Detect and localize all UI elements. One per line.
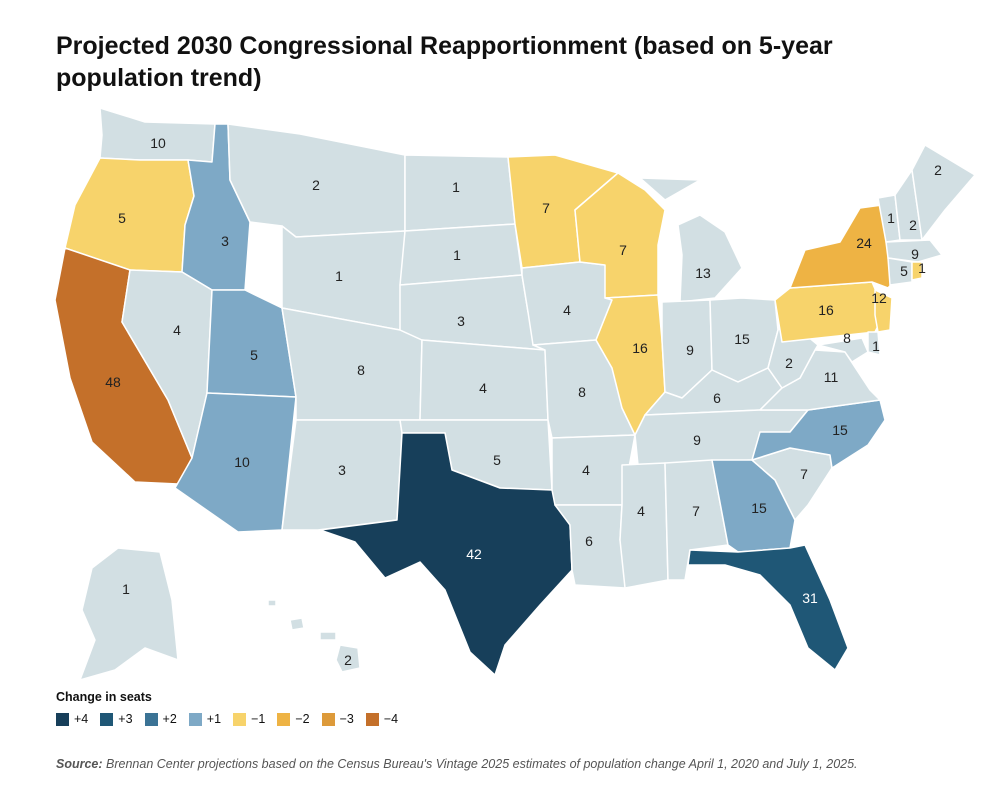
- seat-count-wv: 2: [785, 355, 793, 371]
- legend-item: −4: [365, 712, 399, 726]
- legend-label: +4: [74, 712, 89, 726]
- seat-count-ok: 5: [493, 452, 501, 468]
- legend-swatch: [100, 712, 114, 726]
- seat-count-la: 6: [585, 533, 593, 549]
- state-nc: [751, 399, 886, 469]
- state-hi: [267, 599, 361, 673]
- legend-swatch: [321, 712, 335, 726]
- seat-count-ak: 1: [122, 581, 130, 597]
- source-label: Source:: [56, 757, 103, 771]
- seat-count-ri: 1: [918, 260, 926, 276]
- page-title: Projected 2030 Congressional Reapportion…: [56, 32, 833, 92]
- state-ma: [885, 239, 943, 263]
- state-nd: [404, 154, 516, 232]
- seat-count-ny: 24: [856, 235, 872, 251]
- seat-count-wi: 7: [619, 242, 627, 258]
- seat-count-ks: 4: [479, 380, 487, 396]
- legend-label: −1: [251, 712, 266, 726]
- legend-item: −2: [277, 712, 310, 726]
- seat-count-ut: 5: [250, 347, 258, 363]
- legend-swatch: [277, 712, 291, 726]
- legend-label: +1: [206, 712, 222, 726]
- seat-count-ky: 6: [713, 390, 721, 406]
- seat-count-il: 16: [632, 340, 648, 356]
- seat-count-oh: 15: [734, 331, 750, 347]
- seat-count-ne: 3: [457, 313, 465, 329]
- legend-swatch: [188, 712, 202, 726]
- seat-count-vt: 1: [887, 210, 895, 226]
- seat-count-tn: 9: [693, 432, 701, 448]
- legend-swatch: [56, 712, 69, 726]
- legend-swatch: [365, 712, 379, 726]
- seat-count-ct: 5: [900, 263, 908, 279]
- seat-count-md: 8: [843, 330, 851, 346]
- state-wi: [574, 172, 666, 299]
- seat-count-sc: 7: [800, 466, 808, 482]
- seat-count-co: 8: [357, 362, 365, 378]
- state-me: [911, 144, 976, 241]
- legend-label: −2: [295, 712, 310, 726]
- seat-count-nj: 12: [871, 290, 887, 306]
- legend-item: −3: [321, 712, 354, 726]
- state-ms: [619, 462, 669, 589]
- seat-count-de: 1: [872, 338, 880, 354]
- seat-count-ia: 4: [563, 302, 571, 318]
- seat-count-ms: 4: [637, 503, 645, 519]
- seat-count-ga: 15: [751, 500, 767, 516]
- legend-title: Change in seats: [56, 690, 152, 704]
- state-nj: [874, 289, 893, 333]
- legend: Change in seats +4 +3 +2 +1 −1 −2 −3 −4: [56, 690, 410, 726]
- seat-count-wy: 1: [335, 268, 343, 284]
- state-ct: [887, 257, 913, 286]
- seat-count-me: 2: [934, 162, 942, 178]
- legend-item: +3: [100, 712, 133, 726]
- seat-count-pa: 16: [818, 302, 834, 318]
- state-ak: [79, 547, 179, 681]
- seat-count-nc: 15: [832, 422, 848, 438]
- seat-count-ar: 4: [582, 462, 590, 478]
- legend-item: +2: [144, 712, 177, 726]
- seat-count-wa: 10: [150, 135, 166, 151]
- seat-count-or: 5: [118, 210, 126, 226]
- source-note: Source: Brennan Center projections based…: [56, 757, 858, 771]
- state-ny: [789, 204, 896, 289]
- seat-count-nv: 4: [173, 322, 181, 338]
- seat-count-mo: 8: [578, 384, 586, 400]
- seat-count-hi: 2: [344, 652, 352, 668]
- legend-label: +3: [118, 712, 133, 726]
- legend-label: −3: [339, 712, 354, 726]
- state-tx: [319, 432, 573, 676]
- legend-items: +4 +3 +2 +1 −1 −2 −3 −4: [56, 712, 410, 726]
- seat-count-nh: 2: [909, 217, 917, 233]
- seat-count-fl: 31: [802, 590, 818, 606]
- legend-label: +2: [162, 712, 177, 726]
- legend-swatch: [233, 712, 247, 726]
- state-md: [817, 337, 869, 363]
- seat-count-nd: 1: [452, 179, 460, 195]
- legend-label: −4: [383, 712, 399, 726]
- legend-item: −1: [233, 712, 265, 726]
- seat-count-az: 10: [234, 454, 250, 470]
- seat-count-va: 11: [824, 369, 839, 385]
- legend-item: +1: [188, 712, 222, 726]
- state-mi: [639, 177, 743, 303]
- state-de: [867, 331, 881, 356]
- seat-count-mn: 7: [542, 200, 550, 216]
- seat-count-ma: 9: [911, 246, 919, 262]
- seat-count-mi: 13: [695, 265, 711, 281]
- seat-count-al: 7: [692, 503, 700, 519]
- seat-count-sd: 1: [453, 247, 461, 263]
- seat-count-id: 3: [221, 233, 229, 249]
- seat-count-in: 9: [686, 342, 694, 358]
- seat-count-mt: 2: [312, 177, 320, 193]
- legend-swatch: [144, 712, 158, 726]
- seat-count-ca: 48: [105, 374, 121, 390]
- seat-count-nm: 3: [338, 462, 346, 478]
- legend-item: +4: [56, 712, 88, 726]
- state-fl: [687, 544, 849, 671]
- source-text: Brennan Center projections based on the …: [102, 757, 858, 771]
- state-ri: [911, 261, 923, 281]
- seat-count-tx: 42: [466, 546, 482, 562]
- us-map: 10 5 48 3 4 5 10 2 1 8 3 1 1 3 4 5 42 7 …: [54, 107, 976, 681]
